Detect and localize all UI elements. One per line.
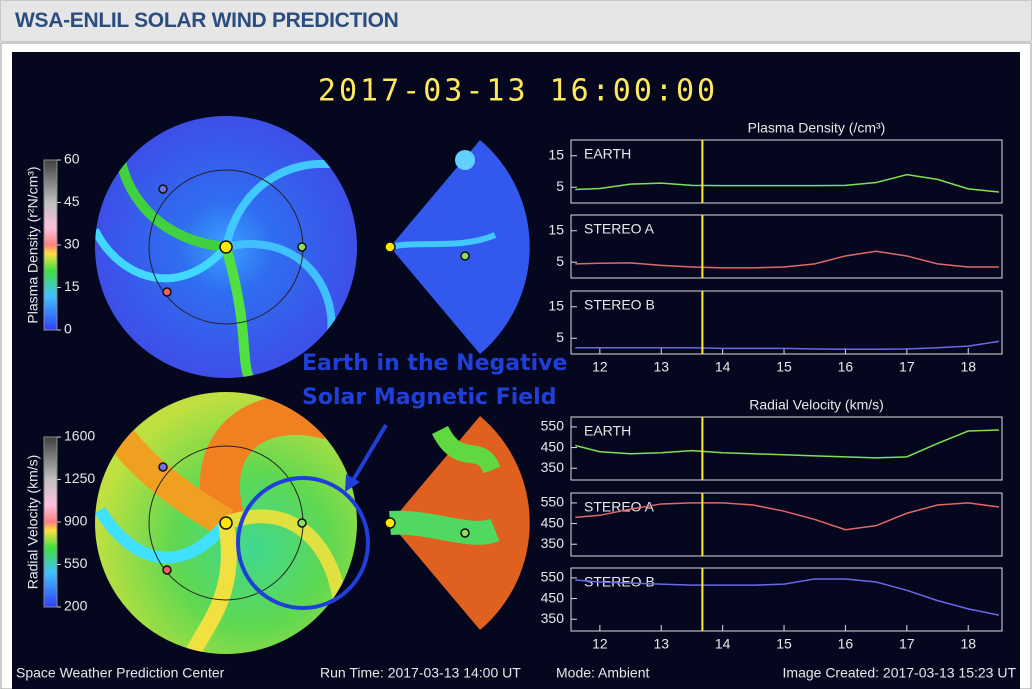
colorbar-tick-label: 200 (64, 598, 88, 614)
y-tick-label: 350 (541, 459, 565, 475)
legend-label: EARTH (584, 146, 631, 162)
plot-frame (570, 214, 1003, 279)
y-tick-label: 15 (548, 146, 564, 162)
legend-label: STEREO A (584, 221, 655, 237)
plot-frame (570, 139, 1003, 204)
annotation-line: Earth in the Negative (302, 351, 567, 376)
header: WSA-ENLIL SOLAR WIND PREDICTION (0, 0, 1032, 42)
colorbar-tick-label: 15 (64, 278, 80, 294)
series-line (575, 173, 1000, 193)
chart-title: Radial Velocity (km/s) (749, 397, 884, 413)
y-tick-label: 450 (541, 589, 565, 605)
series-line (575, 502, 1000, 531)
x-tick-label: 14 (715, 359, 731, 375)
x-tick-label: 17 (899, 636, 915, 652)
x-tick-label: 15 (776, 359, 792, 375)
colorbar (43, 159, 58, 331)
colorbar-tick-label: 900 (64, 513, 88, 529)
colorbar-tick-label: 30 (64, 236, 80, 252)
series-line (575, 429, 999, 459)
y-tick-label: 550 (541, 569, 565, 585)
legend-label: STEREO B (584, 574, 655, 590)
colorbar (43, 436, 58, 608)
annotation-arrowhead (345, 474, 360, 492)
x-tick-label: 17 (899, 359, 915, 375)
y-tick-label: 15 (548, 297, 564, 313)
timestamp: 2017-03-13 16:00:00 (318, 74, 718, 109)
x-tick-label: 15 (776, 636, 792, 652)
y-tick-label: 350 (541, 535, 565, 551)
y-tick-label: 5 (556, 178, 564, 194)
chart-title: Plasma Density (/cm³) (748, 120, 886, 136)
annotation-circle (236, 476, 370, 610)
plot-frame (570, 416, 1003, 481)
velocity-wedge-stream (389, 510, 500, 545)
x-tick-label: 16 (838, 636, 854, 652)
colorbar-label: Radial Velocity (km/s) (25, 455, 41, 590)
x-tick-label: 18 (960, 359, 976, 375)
series-line (575, 578, 1000, 616)
y-tick-label: 5 (556, 253, 564, 269)
y-tick-label: 550 (541, 418, 565, 434)
x-tick-label: 16 (838, 359, 854, 375)
colorbar-tick-label: 45 (64, 193, 80, 209)
footer-text: Mode: Ambient (556, 665, 649, 681)
y-tick-label: 550 (541, 494, 565, 510)
annotation-arrow (350, 423, 388, 484)
x-tick-label: 12 (592, 359, 608, 375)
colorbar-label: Plasma Density (r²N/cm³) (25, 166, 41, 323)
legend-label: STEREO A (584, 499, 655, 515)
footer-text: Run Time: 2017-03-13 14:00 UT (320, 665, 521, 681)
y-tick-label: 450 (541, 514, 565, 530)
plot-frame (570, 290, 1003, 355)
x-tick-label: 13 (653, 359, 669, 375)
series-line (575, 250, 999, 269)
y-tick-label: 450 (541, 438, 565, 454)
bodies (158, 184, 470, 575)
density-wedge (390, 140, 530, 354)
y-tick-label: 15 (548, 221, 564, 237)
colorbar-tick-label: 1250 (64, 470, 95, 486)
colorbar-tick-label: 60 (64, 151, 80, 167)
x-tick-label: 13 (653, 636, 669, 652)
x-tick-label: 14 (715, 636, 731, 652)
y-tick-label: 5 (556, 329, 564, 345)
y-tick-label: 350 (541, 610, 565, 626)
legend-label: STEREO B (584, 297, 655, 313)
footer-text: Image Created: 2017-03-13 15:23 UT (783, 665, 1017, 681)
plot-frame (570, 567, 1003, 632)
velocity-wedge-stream (431, 425, 501, 475)
legend-label: EARTH (584, 423, 631, 439)
colorbar-tick-label: 1600 (64, 428, 95, 444)
colorbar-tick-label: 0 (64, 321, 72, 337)
x-tick-label: 18 (960, 636, 976, 652)
colorbar-tick-label: 550 (64, 555, 88, 571)
annotation-line: Solar Magnetic Field (302, 385, 556, 410)
footer-text: Space Weather Prediction Center (16, 665, 225, 681)
header-title: WSA-ENLIL SOLAR WIND PREDICTION (15, 9, 399, 32)
chart: 2017-03-13 16:00:00 Earth in the Negativ… (0, 42, 1032, 689)
density-wedge-blob (455, 150, 475, 170)
series-line (575, 340, 1000, 351)
plot-frame (570, 492, 1003, 557)
density-wedge-stream (389, 232, 497, 250)
x-tick-label: 12 (592, 636, 608, 652)
